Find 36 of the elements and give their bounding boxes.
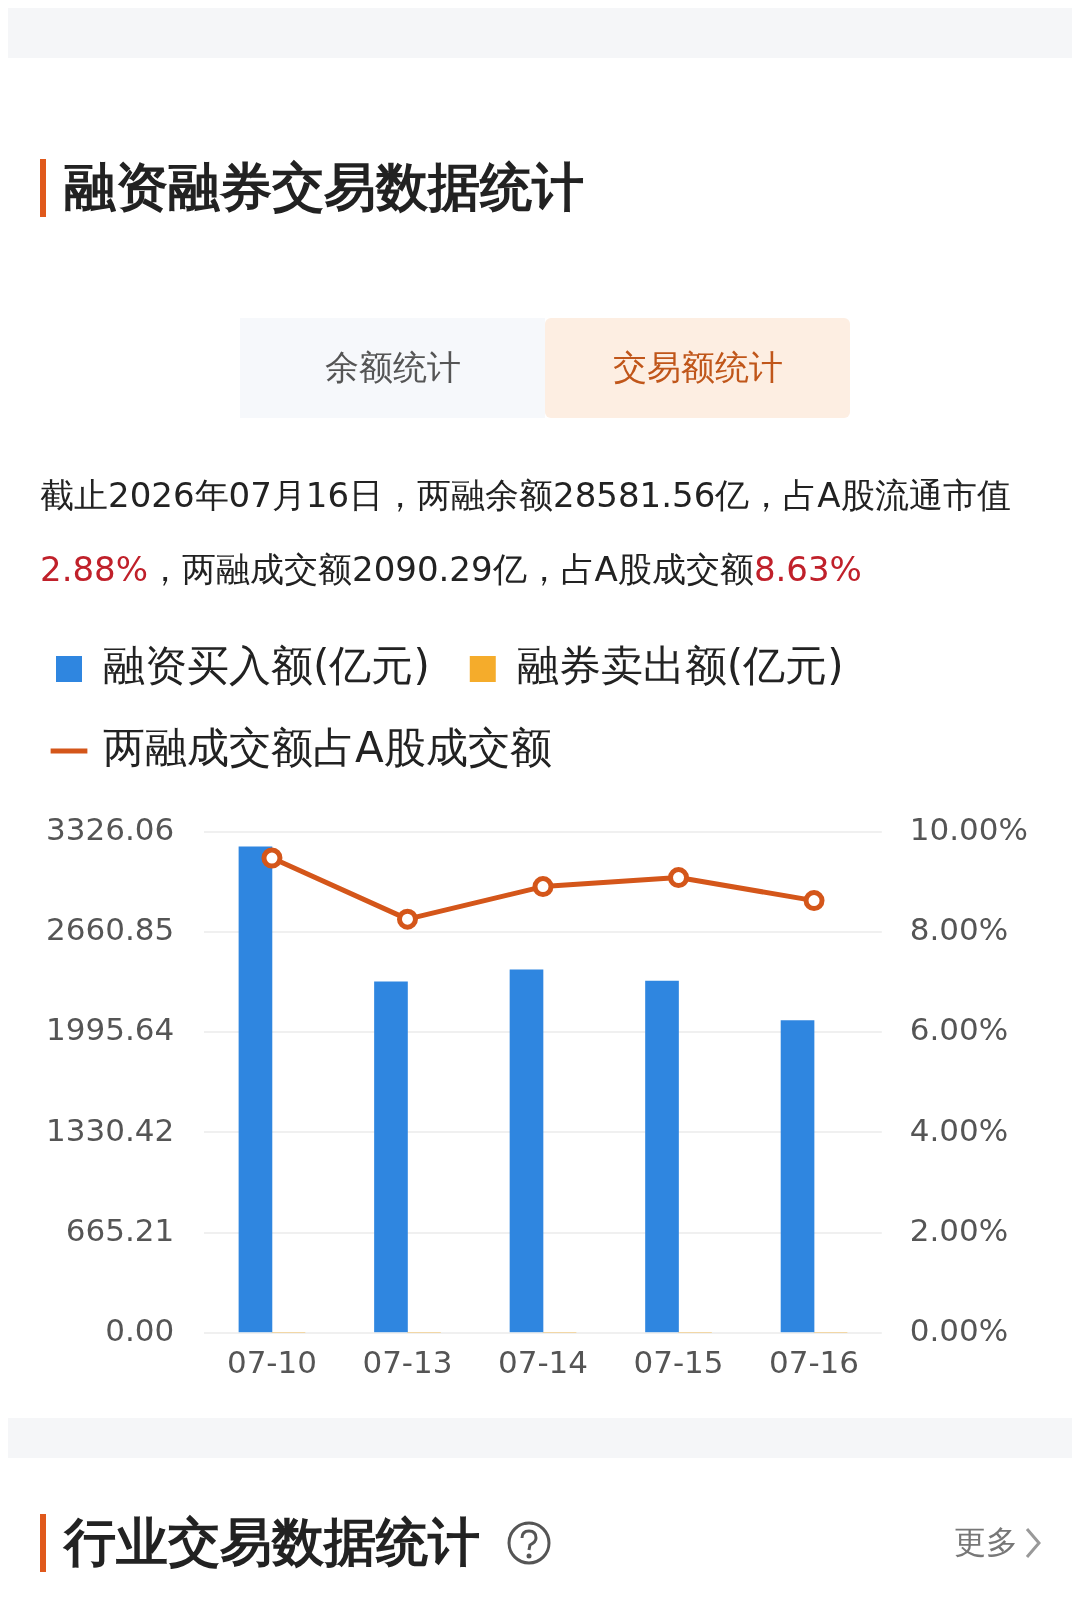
point (396, 908, 418, 930)
text: 余额统计 (240, 318, 545, 418)
y2-tick-label: 2.00% (909, 1211, 1009, 1248)
point (532, 876, 554, 898)
bar (374, 981, 408, 1333)
chart-title: 融资融券交易数据统计 (64, 156, 584, 219)
x-tick-label: 07-16 (768, 1344, 860, 1381)
bar (645, 980, 679, 1333)
legend-label: 两融成交额占A股成交额 (103, 722, 552, 772)
y2-tick-label: 0.00% (909, 1311, 1009, 1348)
point (668, 867, 690, 889)
text: 行业交易数据统计 (64, 1511, 480, 1574)
point (803, 890, 825, 912)
y-tick-label: 2660.85 (45, 911, 175, 948)
y2-tick-label: 10.00% (909, 811, 1028, 848)
x-tick-label: 07-13 (362, 1344, 453, 1381)
text: 更多 (954, 1522, 1019, 1563)
y-tick-label: 3326.06 (45, 811, 175, 848)
y-tick-label: 0.00 (105, 1311, 175, 1348)
x-tick-label: 07-10 (226, 1344, 317, 1381)
point (261, 847, 283, 869)
bar (509, 969, 544, 1333)
legend-label: 融券卖出额(亿元) (516, 640, 844, 690)
x-tick-label: 07-15 (633, 1344, 724, 1381)
y2-tick-label: 4.00% (909, 1111, 1009, 1148)
bar (780, 1020, 815, 1333)
text: 交易额统计 (545, 318, 850, 418)
text: 截止2026年07月16日，两融余额28581.56亿，占A股流通市值2.88%，两融成交额2090.29亿，占A股成交额8.63% (40, 475, 1011, 589)
y2-tick-label: 8.00% (909, 911, 1009, 948)
bar (238, 846, 273, 1333)
y2-tick-label: 6.00% (909, 1011, 1009, 1048)
legend-label: 融资买入额(亿元) (103, 640, 430, 690)
y-tick-label: 1995.64 (45, 1011, 175, 1048)
y-tick-label: 1330.42 (45, 1111, 175, 1148)
x-tick-label: 07-14 (497, 1344, 589, 1381)
y-tick-label: 665.21 (65, 1211, 175, 1248)
